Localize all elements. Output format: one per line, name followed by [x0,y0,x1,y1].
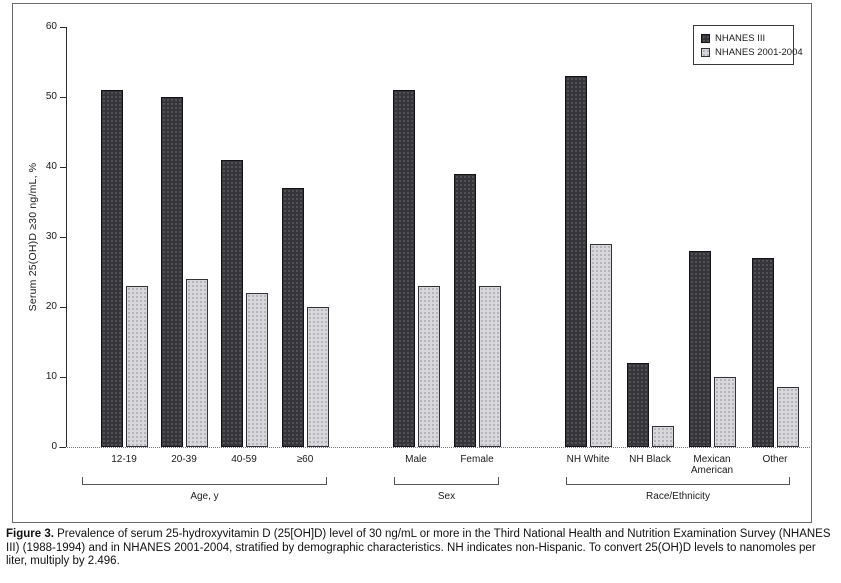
category-label: NH Black [629,454,671,465]
group-bracket [394,477,499,485]
x-axis-line [59,447,810,448]
chart-panel: Serum 25(OH)D ≥30 ng/mL, % NHANES III NHA… [12,3,812,523]
category-label: Other [762,454,788,465]
bar-nhanes-iii [565,76,587,447]
legend-item: NHANES 2001-2004 [701,45,803,59]
legend-swatch-nhanes-iii [701,33,710,43]
bar-nhanes-2001-2004 [418,286,440,447]
group-label: Race/Ethnicity [646,491,710,502]
bar-nhanes-2001-2004 [652,426,674,447]
legend-label: NHANES III [715,32,766,44]
category-label: Male [405,454,427,465]
y-tick-label: 60 [45,21,57,32]
y-tick [60,27,66,28]
bar-nhanes-iii [101,90,123,447]
category-label: NH White [566,454,610,465]
bar-nhanes-iii [221,160,243,447]
y-tick-label: 50 [45,91,57,102]
category-label: 40-59 [231,454,257,465]
y-axis-line [66,27,67,447]
group-bracket [566,477,790,485]
y-tick-label: 30 [45,231,57,242]
bar-nhanes-iii [393,90,415,447]
bar-nhanes-iii [454,174,476,447]
bar-nhanes-2001-2004 [246,293,268,447]
bar-nhanes-iii [689,251,711,447]
bar-nhanes-2001-2004 [590,244,612,447]
y-tick [60,237,66,238]
y-tick [60,377,66,378]
group-bracket [82,477,327,485]
y-tick [60,97,66,98]
category-label: 12-19 [111,454,137,465]
figure-caption: Figure 3. Prevalence of serum 25-hydroxy… [6,528,836,569]
y-tick-label: 40 [45,161,57,172]
bar-nhanes-iii [752,258,774,447]
figure-caption-label: Figure 3. [6,528,54,540]
y-tick [60,447,66,448]
group-label: Age, y [190,491,219,502]
bar-nhanes-iii [627,363,649,447]
y-tick [60,167,66,168]
y-tick-label: 20 [45,301,57,312]
category-label: Mexican American [690,454,734,476]
bar-nhanes-2001-2004 [307,307,329,447]
bar-nhanes-iii [282,188,304,447]
bar-nhanes-2001-2004 [479,286,501,447]
category-label: Female [460,454,494,465]
bar-nhanes-iii [161,97,183,447]
y-tick-label: 0 [51,441,57,452]
legend-swatch-nhanes-2001-2004 [701,47,710,57]
y-tick-label: 10 [45,371,57,382]
category-label: ≥60 [296,454,314,465]
bar-nhanes-2001-2004 [186,279,208,447]
bar-nhanes-2001-2004 [126,286,148,447]
bar-nhanes-2001-2004 [714,377,736,447]
category-label: 20-39 [171,454,197,465]
legend-item: NHANES III [701,31,793,45]
bar-nhanes-2001-2004 [777,387,799,447]
group-label: Sex [437,491,456,502]
legend-label: NHANES 2001-2004 [715,46,803,58]
y-tick [60,307,66,308]
legend: NHANES III NHANES 2001-2004 [693,25,803,65]
figure-caption-text: Prevalence of serum 25-hydroxyvitamin D … [6,528,831,567]
